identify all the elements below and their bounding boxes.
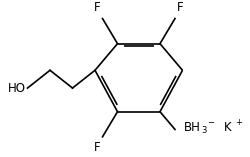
Text: HO: HO <box>8 81 26 95</box>
Text: −: − <box>208 118 214 127</box>
Text: F: F <box>94 141 101 154</box>
Text: +: + <box>235 118 242 127</box>
Text: F: F <box>94 1 101 14</box>
Text: K: K <box>224 121 232 134</box>
Text: F: F <box>177 1 183 14</box>
Text: 3: 3 <box>202 126 207 135</box>
Text: BH: BH <box>184 121 200 134</box>
